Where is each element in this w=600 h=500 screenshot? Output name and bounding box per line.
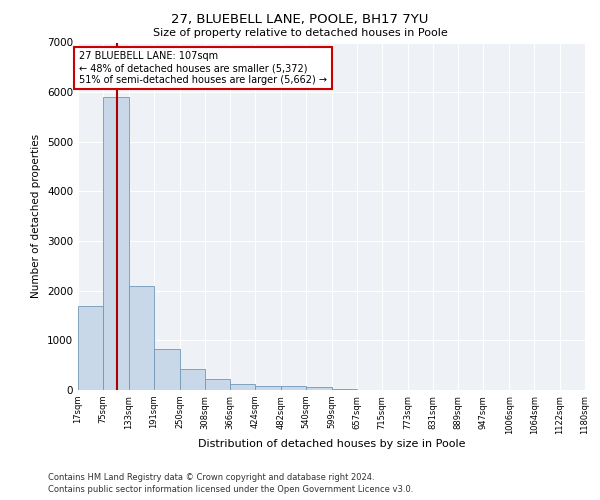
Bar — [103, 97, 128, 390]
Y-axis label: Number of detached properties: Number of detached properties — [31, 134, 41, 298]
Bar — [154, 350, 179, 390]
Bar — [230, 384, 256, 390]
Text: 27, BLUEBELL LANE, POOLE, BH17 7YU: 27, BLUEBELL LANE, POOLE, BH17 7YU — [172, 12, 428, 26]
Text: Contains HM Land Registry data © Crown copyright and database right 2024.: Contains HM Land Registry data © Crown c… — [48, 474, 374, 482]
Text: Size of property relative to detached houses in Poole: Size of property relative to detached ho… — [152, 28, 448, 38]
Text: 27 BLUEBELL LANE: 107sqm
← 48% of detached houses are smaller (5,372)
51% of sem: 27 BLUEBELL LANE: 107sqm ← 48% of detach… — [79, 52, 328, 84]
Bar — [179, 369, 205, 390]
Bar — [256, 386, 281, 390]
Bar — [281, 386, 306, 390]
Bar — [128, 286, 154, 390]
Bar — [306, 388, 332, 390]
Bar — [332, 389, 357, 390]
Text: Contains public sector information licensed under the Open Government Licence v3: Contains public sector information licen… — [48, 485, 413, 494]
Bar — [78, 306, 103, 390]
X-axis label: Distribution of detached houses by size in Poole: Distribution of detached houses by size … — [198, 440, 465, 450]
Bar — [205, 379, 230, 390]
